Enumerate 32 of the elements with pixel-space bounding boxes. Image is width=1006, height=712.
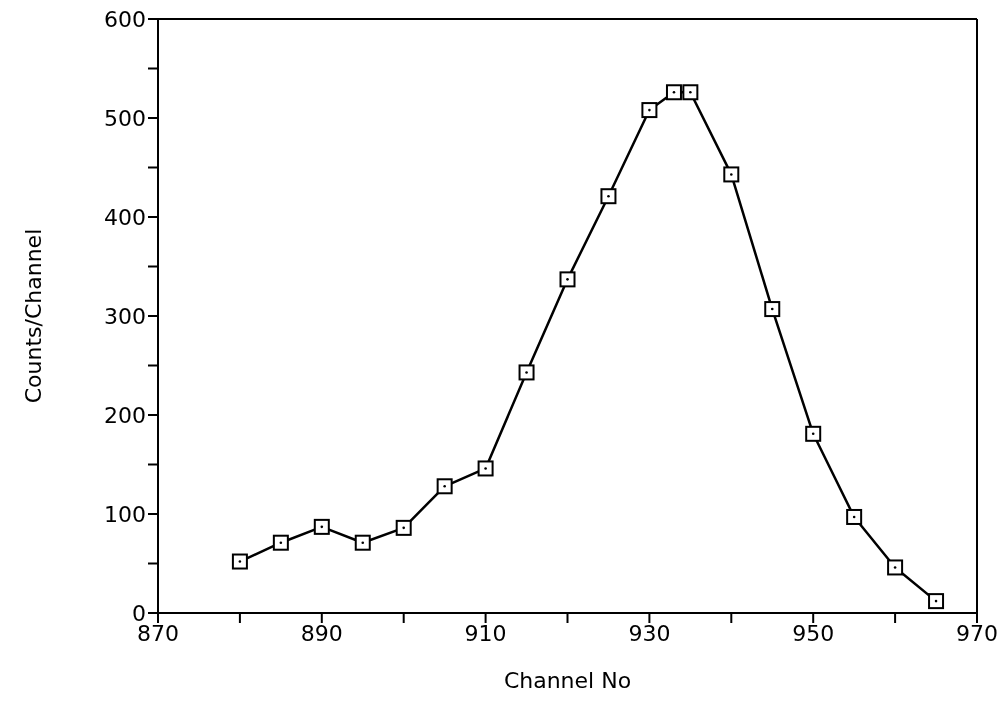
point [846,508,863,525]
y-tick-label: 100 [104,501,146,527]
point [436,478,453,495]
point [805,425,822,442]
point [559,271,576,288]
point [272,534,289,551]
point [477,460,494,477]
point [723,166,740,183]
y-tick-label: 400 [104,204,146,230]
x-tick-label: 970 [956,620,998,646]
point [887,559,904,576]
x-tick-label: 910 [464,620,507,646]
point [313,518,330,535]
y-axis-title: Counts/Channel [20,228,46,404]
point [641,102,658,119]
x-axis-title: Channel No [503,668,632,693]
x-tick-label: 890 [300,620,343,646]
point [764,301,781,318]
point [395,519,412,536]
y-tick-label: 200 [104,402,146,428]
point [600,188,617,205]
point [518,364,535,381]
y-tick-label: 300 [104,303,146,329]
point [682,84,699,101]
point [665,84,682,101]
point [354,534,371,551]
point [928,593,945,610]
y-tick-label: 600 [104,6,146,32]
y-tick-label: 500 [104,105,146,131]
x-tick-label: 930 [628,620,671,646]
point [231,553,248,570]
x-tick-label: 950 [792,620,835,646]
